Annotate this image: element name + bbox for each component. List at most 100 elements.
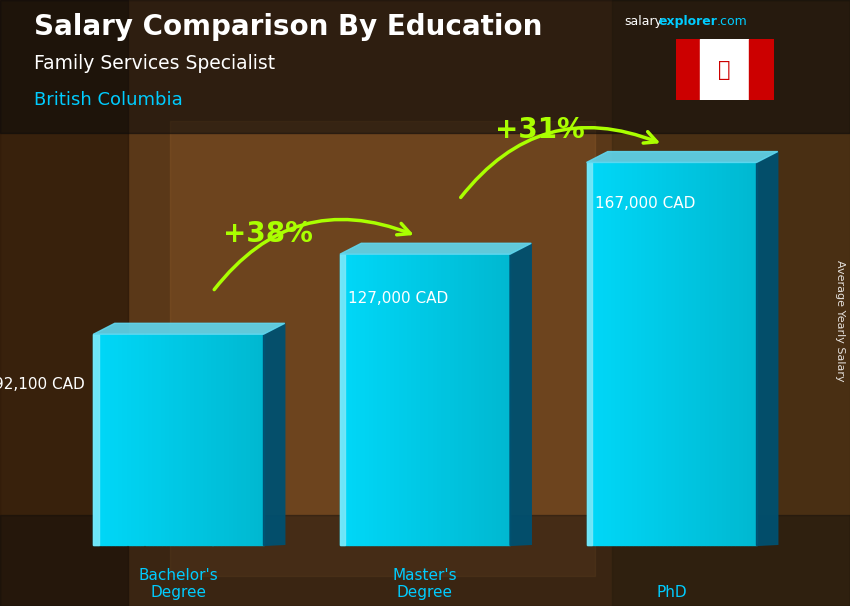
Bar [438, 254, 442, 545]
Bar [489, 254, 493, 545]
Bar [714, 162, 718, 545]
Bar [374, 254, 378, 545]
Bar [442, 254, 446, 545]
Bar [688, 162, 693, 545]
Bar [472, 254, 476, 545]
Bar [735, 162, 740, 545]
FancyArrowPatch shape [461, 128, 657, 198]
Bar [421, 254, 425, 545]
Bar [586, 162, 592, 545]
Bar [353, 254, 357, 545]
Bar [722, 162, 727, 545]
Bar [731, 162, 735, 545]
Bar [255, 335, 259, 545]
Text: British Columbia: British Columbia [34, 91, 183, 109]
Bar [740, 162, 744, 545]
Text: 127,000 CAD: 127,000 CAD [348, 290, 449, 305]
Bar [684, 162, 688, 545]
Bar [391, 254, 395, 545]
Polygon shape [94, 324, 285, 335]
Text: Bachelor's
Degree: Bachelor's Degree [139, 568, 218, 600]
Bar [625, 162, 629, 545]
Text: 92,100 CAD: 92,100 CAD [0, 377, 85, 391]
Bar [646, 162, 650, 545]
Bar [744, 162, 748, 545]
Bar [187, 335, 191, 545]
Bar [170, 335, 174, 545]
Bar [183, 335, 187, 545]
Bar [468, 254, 472, 545]
Bar [157, 335, 162, 545]
Bar [344, 254, 348, 545]
Bar [123, 335, 127, 545]
Bar [361, 254, 366, 545]
Bar [395, 254, 399, 545]
Text: Family Services Specialist: Family Services Specialist [34, 54, 275, 73]
Bar [654, 162, 659, 545]
Bar [616, 162, 620, 545]
Bar [128, 335, 132, 545]
Bar [463, 254, 468, 545]
Bar [727, 162, 731, 545]
Bar [412, 254, 416, 545]
Bar [0, 515, 850, 606]
Bar [749, 39, 774, 100]
Bar [493, 254, 497, 545]
Bar [230, 335, 234, 545]
Bar [693, 162, 697, 545]
Bar [497, 254, 501, 545]
Bar [633, 162, 638, 545]
Bar [149, 335, 153, 545]
Bar [700, 39, 749, 100]
Bar [612, 162, 616, 545]
Bar [663, 162, 667, 545]
Bar [642, 162, 646, 545]
Bar [650, 162, 654, 545]
Bar [416, 254, 421, 545]
Bar [212, 335, 217, 545]
Bar [200, 335, 204, 545]
Bar [166, 335, 170, 545]
Text: Master's
Degree: Master's Degree [393, 568, 457, 600]
Bar [340, 254, 345, 545]
Bar [659, 162, 663, 545]
Bar [132, 335, 136, 545]
Text: +38%: +38% [223, 219, 313, 248]
Polygon shape [756, 152, 778, 545]
Bar [667, 162, 672, 545]
Bar [366, 254, 370, 545]
Bar [178, 335, 183, 545]
Bar [629, 162, 633, 545]
Bar [340, 254, 344, 545]
Polygon shape [510, 243, 531, 545]
Bar [378, 254, 382, 545]
Bar [357, 254, 361, 545]
Bar [170, 121, 595, 576]
Bar [408, 254, 412, 545]
Bar [98, 335, 102, 545]
Bar [94, 335, 98, 545]
Bar [680, 162, 684, 545]
Bar [221, 335, 225, 545]
Bar [604, 162, 608, 545]
Bar [748, 162, 752, 545]
Bar [136, 335, 140, 545]
Bar [506, 254, 510, 545]
Bar [701, 162, 706, 545]
Bar [119, 335, 123, 545]
Bar [259, 335, 264, 545]
Polygon shape [264, 324, 285, 545]
Bar [140, 335, 144, 545]
Bar [446, 254, 450, 545]
Text: 🍁: 🍁 [718, 59, 731, 80]
Bar [191, 335, 196, 545]
Bar [251, 335, 255, 545]
Bar [484, 254, 489, 545]
Bar [225, 335, 230, 545]
Bar [234, 335, 238, 545]
Bar [599, 162, 604, 545]
Bar [144, 335, 149, 545]
Bar [196, 335, 200, 545]
Bar [706, 162, 710, 545]
Bar [425, 254, 429, 545]
